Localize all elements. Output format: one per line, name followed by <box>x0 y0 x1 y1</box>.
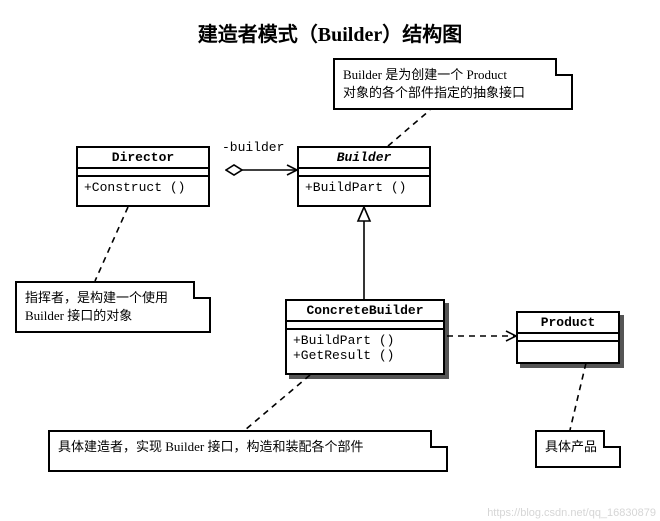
class-product-ops <box>518 342 618 362</box>
class-director-name: Director <box>78 148 208 169</box>
class-director: Director +Construct () <box>76 146 210 207</box>
class-director-attrs <box>78 169 208 177</box>
class-director-ops: +Construct () <box>78 177 208 198</box>
note-builder: Builder 是为创建一个 Product 对象的各个部件指定的抽象接口 <box>333 58 573 110</box>
note-line: 具体建造者，实现 Builder 接口，构造和装配各个部件 <box>58 438 438 456</box>
note-concrete: 具体建造者，实现 Builder 接口，构造和装配各个部件 <box>48 430 448 472</box>
class-builder: Builder +BuildPart () <box>297 146 431 207</box>
class-concrete-ops: +BuildPart () +GetResult () <box>287 330 443 366</box>
note-fold-icon <box>430 430 448 448</box>
note-line: Builder 是为创建一个 Product <box>343 66 563 84</box>
class-builder-name: Builder <box>299 148 429 169</box>
class-product-name: Product <box>518 313 618 334</box>
note-fold-icon <box>193 281 211 299</box>
edge-anchor_director_note <box>95 207 128 281</box>
edge-label-builder: -builder <box>222 140 284 155</box>
diagram-canvas: 建造者模式（Builder）结构图 Director +Construct ()… <box>0 0 660 521</box>
note-fold-icon <box>555 58 573 76</box>
op: +Construct () <box>84 180 202 195</box>
note-line: 对象的各个部件指定的抽象接口 <box>343 84 563 102</box>
class-concrete-builder: ConcreteBuilder +BuildPart () +GetResult… <box>285 299 445 375</box>
op: +BuildPart () <box>305 180 423 195</box>
note-line: 指挥者，是构建一个使用 <box>25 289 201 307</box>
op: +GetResult () <box>293 348 437 363</box>
class-builder-ops: +BuildPart () <box>299 177 429 198</box>
note-line: Builder 接口的对象 <box>25 307 201 325</box>
op: +BuildPart () <box>293 333 437 348</box>
class-concrete-attrs <box>287 322 443 330</box>
edge-anchor_concrete_note <box>245 375 310 430</box>
note-fold-icon <box>603 430 621 448</box>
class-product: Product <box>516 311 620 364</box>
class-builder-attrs <box>299 169 429 177</box>
watermark: https://blog.csdn.net/qq_16830879 <box>487 507 656 519</box>
note-line: 具体产品 <box>545 438 611 456</box>
diagram-title: 建造者模式（Builder）结构图 <box>0 18 660 47</box>
class-concrete-name: ConcreteBuilder <box>287 301 443 322</box>
note-product: 具体产品 <box>535 430 621 468</box>
class-product-attrs <box>518 334 618 342</box>
edge-anchor_builder_note <box>388 110 430 146</box>
edge-anchor_product_note <box>570 363 586 430</box>
note-director: 指挥者，是构建一个使用 Builder 接口的对象 <box>15 281 211 333</box>
